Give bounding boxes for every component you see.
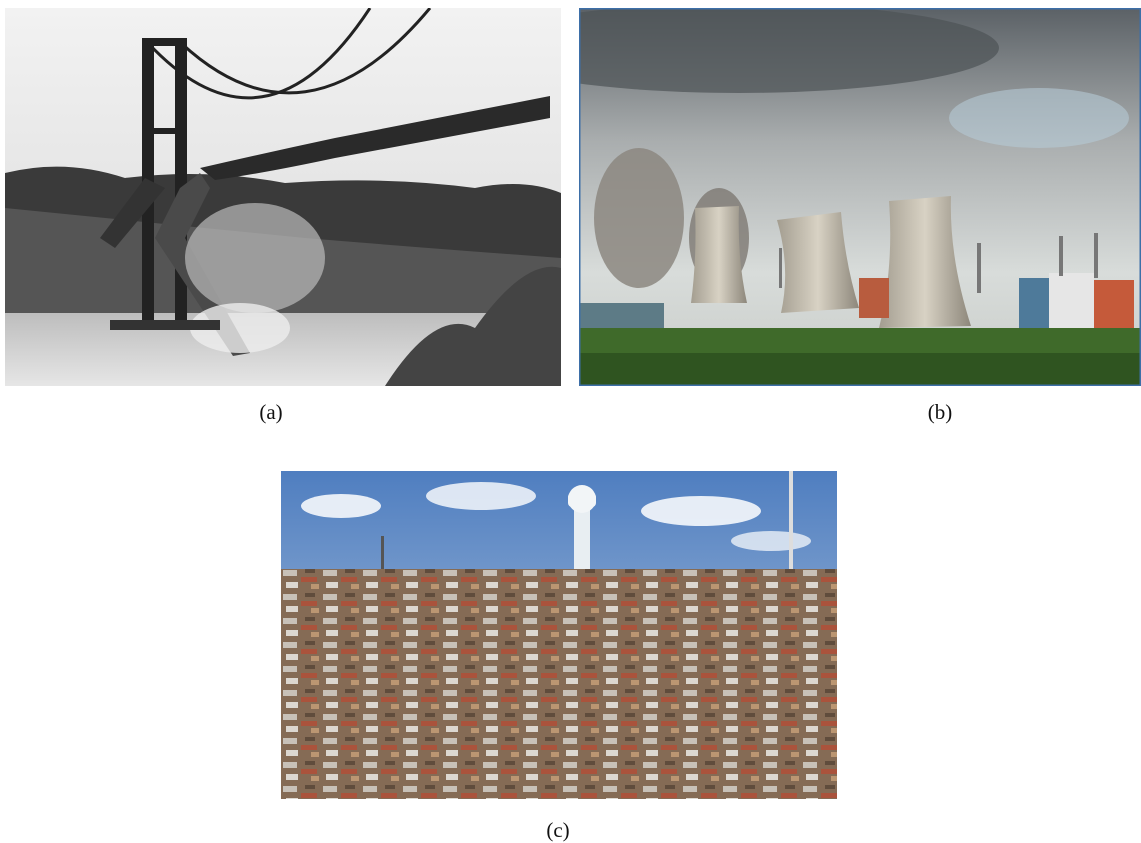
panel-caption: (c) xyxy=(546,818,570,842)
photo-cooling-towers xyxy=(579,8,1141,386)
panel-caption: (a) xyxy=(259,400,283,424)
photo-debris-field xyxy=(281,471,837,799)
photo-bridge-collapse xyxy=(5,8,561,386)
panel-caption: (b) xyxy=(927,400,953,424)
